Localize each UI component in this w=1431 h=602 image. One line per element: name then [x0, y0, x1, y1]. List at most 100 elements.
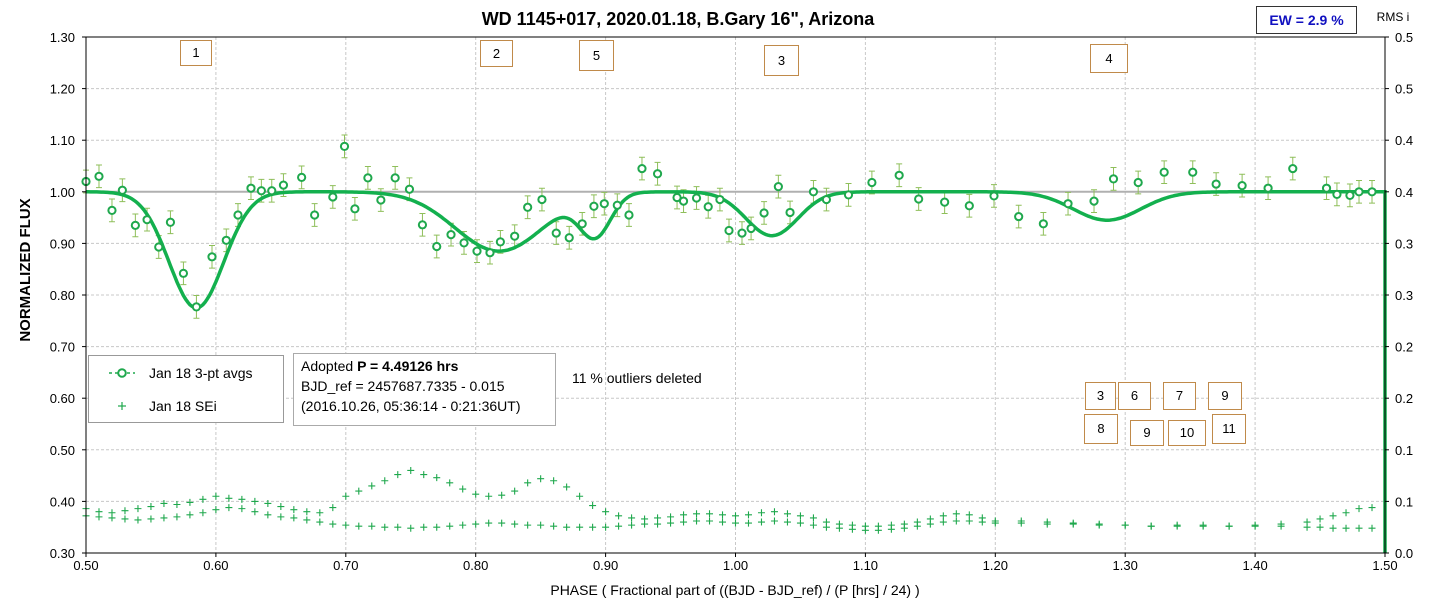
- sei-point: [952, 510, 960, 518]
- avg-point: [624, 210, 634, 220]
- sei-point: [719, 518, 727, 526]
- avg-point: [1108, 174, 1119, 184]
- sei-point: [783, 518, 791, 526]
- x-tick-label: 1.50: [1372, 558, 1397, 573]
- sei-point: [732, 512, 739, 520]
- sei-point: [939, 518, 947, 526]
- sei-point: [251, 497, 259, 505]
- sei-point: [290, 514, 298, 522]
- sei-point: [407, 524, 415, 532]
- legend-item-sei: Jan 18 SEi: [89, 394, 283, 418]
- y2-tick-label: 0.3: [1395, 236, 1413, 251]
- info-line-3: (2016.10.26, 05:36:14 - 0:21:36UT): [301, 398, 521, 414]
- avg-point: [1063, 199, 1073, 209]
- sei-point: [394, 523, 402, 531]
- sei-point: [874, 526, 882, 534]
- avg-point: [1321, 183, 1332, 193]
- sei-point: [900, 524, 908, 532]
- sei-point: [744, 519, 752, 527]
- sei-point: [1095, 521, 1103, 529]
- avg-point: [703, 202, 713, 212]
- sei-point: [952, 517, 960, 525]
- avg-point: [117, 185, 127, 195]
- sei-point: [472, 490, 480, 498]
- sei-point: [134, 505, 142, 513]
- sei-point: [511, 520, 519, 528]
- sei-point: [199, 495, 207, 503]
- info-line-2: BJD_ref = 2457687.7335 - 0.015: [301, 378, 505, 394]
- sei-point: [303, 508, 311, 516]
- avg-point: [417, 220, 428, 230]
- extra-marker-8: 8: [1084, 414, 1118, 444]
- sei-point: [1342, 524, 1350, 532]
- avg-point: [964, 201, 974, 211]
- sei-point: [589, 502, 597, 510]
- avg-point: [297, 172, 307, 182]
- avg-point: [207, 252, 217, 262]
- sei-point: [147, 515, 155, 523]
- avg-point: [914, 194, 924, 204]
- avg-point: [1345, 190, 1355, 201]
- x-tick-label: 0.50: [73, 558, 98, 573]
- avg-point: [94, 171, 104, 181]
- avg-point: [233, 210, 243, 220]
- y-tick-label: 1.10: [50, 133, 75, 148]
- avg-point: [1014, 211, 1024, 222]
- sei-point: [121, 515, 129, 523]
- avg-point: [1159, 167, 1169, 177]
- sei-point: [1017, 519, 1025, 527]
- sei-point: [108, 514, 116, 522]
- sei-point: [680, 518, 688, 526]
- avg-point: [867, 177, 877, 188]
- avg-point: [510, 231, 520, 241]
- extra-marker-10: 10: [1168, 420, 1206, 446]
- info-line-1: Adopted P = 4.49126 hrs: [301, 356, 555, 376]
- sei-point: [550, 522, 558, 530]
- sei-point: [654, 520, 662, 528]
- sei-point: [355, 487, 363, 495]
- sei-point: [1342, 509, 1350, 517]
- sei-point: [368, 482, 376, 490]
- avg-point: [759, 208, 769, 218]
- avg-point: [350, 204, 360, 214]
- sei-point: [134, 516, 142, 524]
- sei-point: [485, 492, 493, 500]
- sei-point: [757, 509, 765, 517]
- sei-point: [1277, 522, 1285, 530]
- sei-point: [329, 504, 337, 512]
- y2-tick-label: 0.2: [1395, 391, 1413, 406]
- sei-point: [1303, 523, 1311, 531]
- avg-point: [165, 217, 176, 227]
- sei-point: [121, 507, 129, 515]
- y2-tick-label: 0.1: [1395, 443, 1413, 458]
- x-tick-label: 1.20: [983, 558, 1008, 573]
- sei-point: [757, 518, 765, 526]
- avg-point: [537, 194, 547, 205]
- sei-point: [264, 499, 272, 507]
- sei-point: [796, 519, 804, 527]
- avg-point: [472, 246, 482, 256]
- sei-point: [563, 483, 571, 491]
- y-tick-label: 0.70: [50, 340, 75, 355]
- sei-point: [835, 524, 843, 532]
- avg-point: [154, 242, 164, 252]
- y2-tick-label: 0.1: [1395, 494, 1413, 509]
- avg-point: [894, 170, 904, 180]
- avg-point: [637, 163, 647, 174]
- sei-point: [1329, 524, 1337, 532]
- sei-point: [706, 510, 714, 518]
- sei-point: [667, 519, 675, 527]
- axis-ticks: 0.50 0.60 0.70 0.80 0.90 1.00 1.10 1.20 1.30 1.40…: [50, 30, 1413, 573]
- avg-point: [1133, 177, 1143, 188]
- avg-point: [691, 193, 702, 203]
- avg-point: [1038, 219, 1048, 229]
- avg-point: [564, 233, 574, 243]
- x-tick-label: 0.60: [203, 558, 228, 573]
- sei-point: [706, 517, 714, 525]
- sei-point: [225, 494, 233, 502]
- y2-tick-label: 0.4: [1395, 133, 1413, 148]
- info-prefix: Adopted: [301, 358, 358, 374]
- avg-point: [724, 225, 734, 236]
- sei-point: [368, 522, 376, 530]
- extra-marker-11: 11: [1212, 414, 1246, 444]
